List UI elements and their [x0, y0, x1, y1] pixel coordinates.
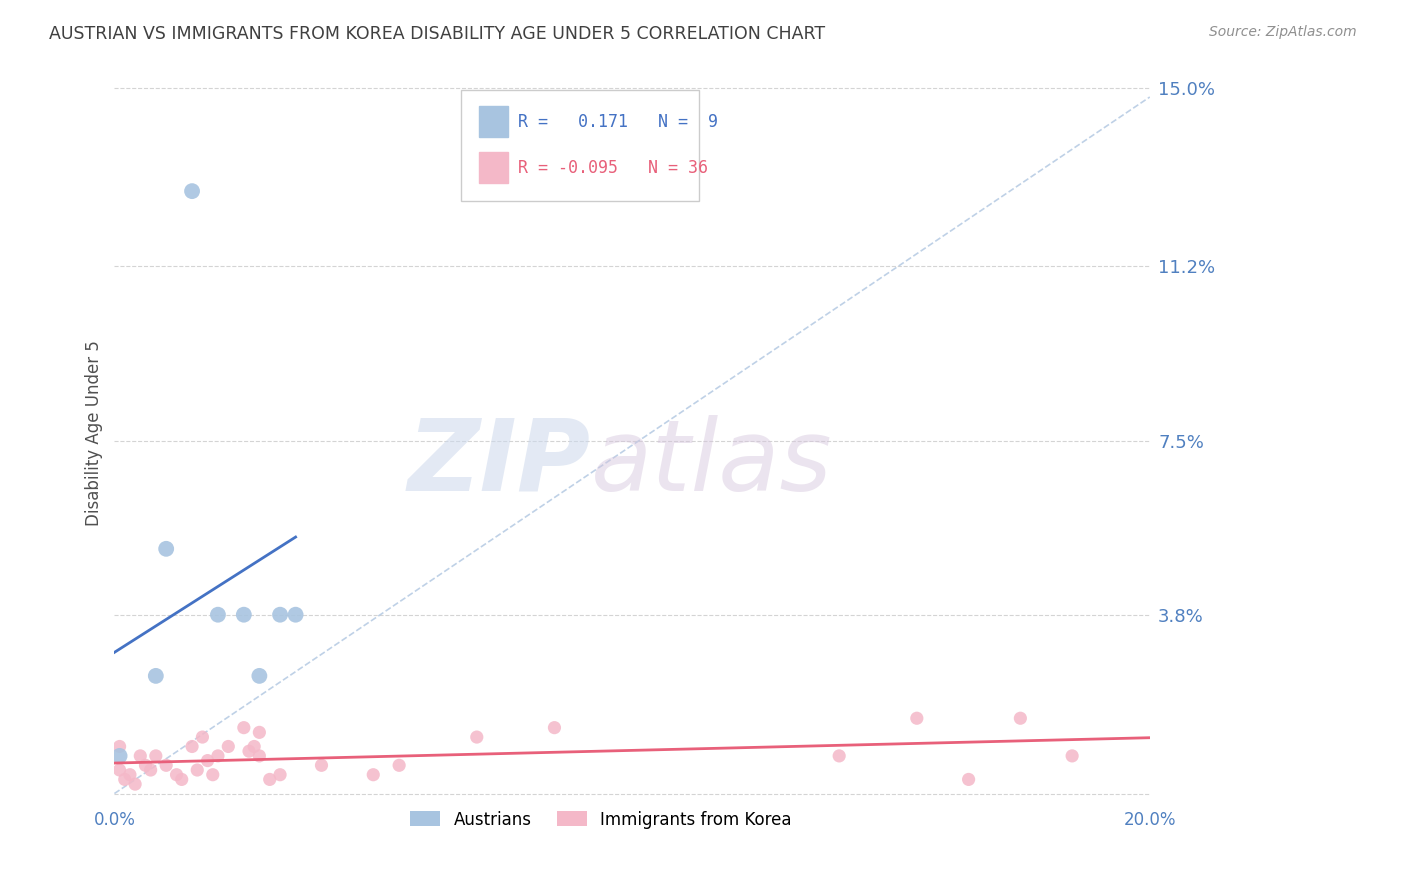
Point — [217, 739, 239, 754]
Point — [207, 748, 229, 763]
Point — [186, 763, 208, 777]
Point — [284, 607, 307, 622]
Point — [465, 730, 488, 744]
Legend: Austrians, Immigrants from Korea: Austrians, Immigrants from Korea — [404, 804, 799, 835]
Text: AUSTRIAN VS IMMIGRANTS FROM KOREA DISABILITY AGE UNDER 5 CORRELATION CHART: AUSTRIAN VS IMMIGRANTS FROM KOREA DISABI… — [49, 25, 825, 43]
Point — [181, 184, 204, 198]
Point — [166, 768, 188, 782]
Point — [238, 744, 260, 758]
Point — [129, 748, 152, 763]
Point — [247, 748, 270, 763]
Point — [191, 730, 214, 744]
Point — [118, 768, 141, 782]
Point — [145, 669, 167, 683]
Point — [957, 772, 980, 787]
Point — [232, 721, 254, 735]
Y-axis label: Disability Age Under 5: Disability Age Under 5 — [86, 341, 103, 526]
Point — [905, 711, 928, 725]
Point — [139, 763, 162, 777]
Point — [114, 772, 136, 787]
Point — [170, 772, 193, 787]
Text: Source: ZipAtlas.com: Source: ZipAtlas.com — [1209, 25, 1357, 39]
Point — [311, 758, 333, 772]
Point — [361, 768, 384, 782]
Point — [247, 669, 270, 683]
Point — [201, 768, 224, 782]
Point — [155, 541, 177, 556]
Point — [108, 748, 131, 763]
Point — [145, 748, 167, 763]
Text: atlas: atlas — [591, 415, 832, 512]
Point — [388, 758, 411, 772]
FancyBboxPatch shape — [461, 90, 699, 201]
Text: R = -0.095   N = 36: R = -0.095 N = 36 — [519, 159, 709, 177]
Point — [243, 739, 266, 754]
Point — [259, 772, 281, 787]
Point — [207, 607, 229, 622]
Point — [197, 754, 219, 768]
Point — [269, 768, 291, 782]
Point — [124, 777, 146, 791]
Text: R =   0.171   N =  9: R = 0.171 N = 9 — [519, 112, 718, 131]
Point — [269, 607, 291, 622]
Point — [155, 758, 177, 772]
Point — [134, 758, 156, 772]
Point — [181, 739, 204, 754]
Point — [108, 739, 131, 754]
FancyBboxPatch shape — [479, 106, 508, 137]
Point — [828, 748, 851, 763]
Point — [247, 725, 270, 739]
Point — [543, 721, 565, 735]
Point — [108, 763, 131, 777]
Text: ZIP: ZIP — [408, 415, 591, 512]
Point — [232, 607, 254, 622]
Point — [1010, 711, 1032, 725]
Point — [1062, 748, 1084, 763]
FancyBboxPatch shape — [479, 152, 508, 183]
